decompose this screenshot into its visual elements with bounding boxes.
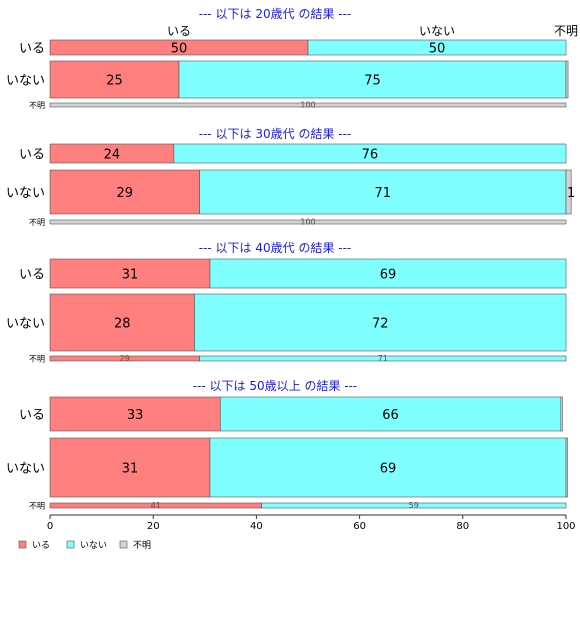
data-label: 41 bbox=[151, 501, 161, 510]
legend-label: いない bbox=[80, 540, 107, 551]
data-label: 69 bbox=[380, 462, 397, 477]
top-label: 不明 bbox=[554, 24, 578, 38]
legend-label: いる bbox=[32, 540, 50, 551]
top-label: いる bbox=[167, 24, 191, 38]
row-label: 不明 bbox=[29, 101, 45, 110]
bar-segment bbox=[49, 102, 567, 108]
data-label: 50 bbox=[171, 42, 188, 57]
data-label: 28 bbox=[114, 317, 131, 332]
bar-segment bbox=[49, 60, 180, 99]
x-tick-label: 40 bbox=[250, 521, 263, 532]
bar-segment bbox=[199, 169, 567, 215]
data-label: 50 bbox=[429, 42, 446, 57]
data-label: 72 bbox=[372, 317, 389, 332]
bar-segment bbox=[173, 143, 567, 164]
panel-title: --- 以下は 20歳代 の結果 --- bbox=[199, 7, 352, 21]
x-axis: 0 20 40 60 80 100 bbox=[47, 514, 576, 532]
data-label: 59 bbox=[409, 501, 419, 510]
bar-segment bbox=[49, 219, 567, 225]
data-label: 29 bbox=[120, 354, 130, 363]
bar-segment bbox=[219, 396, 562, 432]
data-label: 100 bbox=[300, 218, 315, 227]
data-label: 33 bbox=[127, 408, 144, 423]
row-label: 不明 bbox=[29, 218, 45, 227]
data-label: 76 bbox=[362, 148, 379, 163]
legend-label: 不明 bbox=[133, 540, 151, 551]
x-tick-label: 80 bbox=[456, 521, 469, 532]
row-label: いない bbox=[6, 462, 45, 477]
row-label: いない bbox=[6, 317, 45, 332]
bar-segment bbox=[209, 437, 567, 498]
bar-segment bbox=[49, 437, 211, 498]
data-label: 24 bbox=[104, 148, 121, 163]
bar-segment bbox=[307, 39, 567, 56]
row-label: 不明 bbox=[29, 355, 45, 364]
x-tick-label: 20 bbox=[147, 521, 160, 532]
data-label: 25 bbox=[106, 74, 123, 89]
row-label: いる bbox=[19, 148, 45, 163]
x-tick-label: 0 bbox=[47, 521, 53, 532]
bar-segment bbox=[565, 437, 568, 498]
bar-segment bbox=[209, 258, 567, 289]
data-label: 71 bbox=[378, 354, 388, 363]
bar-segment bbox=[199, 355, 567, 362]
bar-segment bbox=[560, 396, 563, 432]
legend-swatch bbox=[66, 540, 75, 549]
x-tick-label: 100 bbox=[556, 521, 575, 532]
bar-segment bbox=[49, 396, 221, 432]
top-label: いない bbox=[419, 24, 455, 38]
panel-title: --- 以下は 50歳以上 の結果 --- bbox=[193, 379, 358, 393]
panel-4: --- 以下は 50歳以上 の結果 --- いる 33 66 いない 31 69 不明 41 59 bbox=[6, 379, 568, 511]
data-label: 31 bbox=[122, 268, 139, 283]
data-label: 69 bbox=[380, 268, 397, 283]
row-label: いる bbox=[19, 42, 45, 57]
bar-segment bbox=[565, 60, 569, 99]
row-label: いる bbox=[19, 268, 45, 283]
data-label: 29 bbox=[117, 186, 134, 201]
row-label: いる bbox=[19, 408, 45, 423]
row-label: 不明 bbox=[29, 502, 45, 511]
bar-segment bbox=[565, 169, 572, 215]
data-label: 31 bbox=[122, 462, 139, 477]
row-label: いない bbox=[6, 74, 45, 89]
x-tick-label: 60 bbox=[353, 521, 366, 532]
data-label: 71 bbox=[375, 186, 392, 201]
data-label: 1 bbox=[567, 186, 575, 201]
legend: いる いない 不明 bbox=[18, 540, 151, 551]
data-label: 100 bbox=[300, 101, 315, 110]
panel-2: --- 以下は 30歳代 の結果 --- いる 24 76 いない 29 71 1 不明 100 bbox=[6, 127, 575, 227]
data-label: 66 bbox=[382, 408, 399, 423]
panel-title: --- 以下は 40歳代 の結果 --- bbox=[199, 241, 352, 255]
data-label: 75 bbox=[364, 74, 381, 89]
bar-segment bbox=[194, 293, 567, 352]
panel-3: --- 以下は 40歳代 の結果 --- いる 31 69 いない 28 72 不明 29 71 bbox=[6, 241, 567, 364]
legend-swatch bbox=[18, 540, 27, 549]
bar-segment bbox=[49, 293, 195, 352]
bar-segment bbox=[49, 169, 200, 215]
panel-title: --- 以下は 30歳代 の結果 --- bbox=[199, 127, 352, 141]
legend-swatch bbox=[119, 540, 128, 549]
row-label: いない bbox=[6, 186, 45, 201]
bar-segment bbox=[261, 502, 567, 509]
